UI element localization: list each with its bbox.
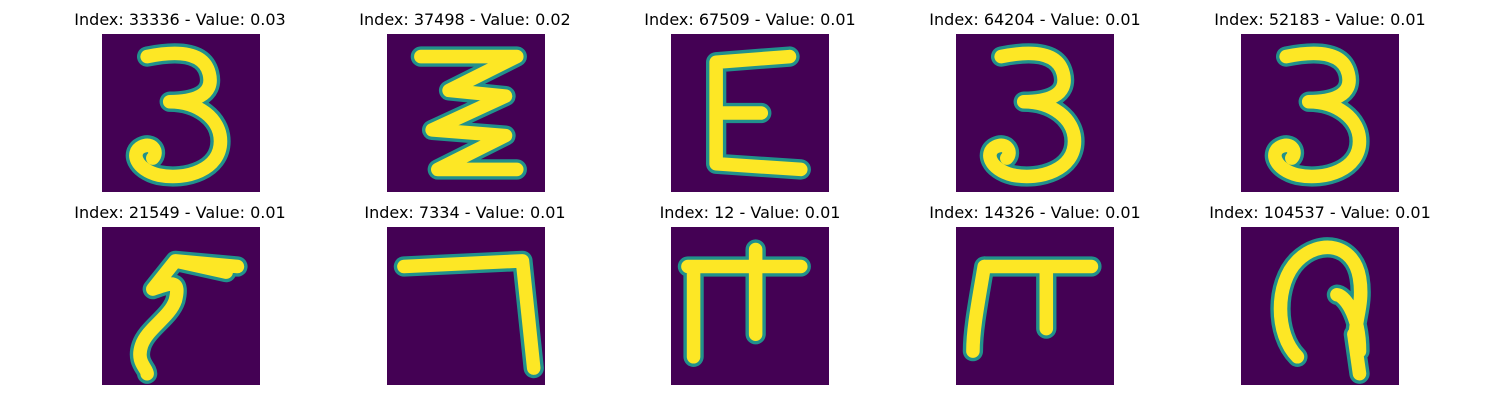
handwritten-glyph — [1264, 43, 1370, 187]
sample-image — [671, 227, 829, 385]
glyph-stroke-inner — [129, 46, 228, 184]
glyph-stroke-inner — [397, 254, 541, 375]
sample-image — [387, 227, 545, 385]
panel-title: Index: 14326 - Value: 0.01 — [929, 203, 1141, 222]
glyph-stroke-inner — [966, 259, 1099, 358]
sample-image — [671, 34, 829, 192]
panel-title: Index: 12 - Value: 0.01 — [659, 203, 841, 222]
sample-image — [956, 227, 1114, 385]
sample-image — [102, 34, 260, 192]
handwritten-glyph — [677, 239, 811, 367]
panel-title: Index: 67509 - Value: 0.01 — [644, 10, 856, 29]
handwritten-glyph — [393, 250, 544, 379]
glyph-stroke-inner — [414, 49, 524, 177]
panel-title: Index: 7334 - Value: 0.01 — [364, 203, 566, 222]
glyph-stroke-inner — [983, 46, 1082, 184]
sample-panel-1: Index: 33336 - Value: 0.03 — [30, 0, 330, 192]
handwritten-glyph — [962, 256, 1102, 362]
sample-panel-3: Index: 67509 - Value: 0.01 — [600, 0, 900, 192]
sample-image — [1241, 34, 1399, 192]
glyph-stroke-outer — [393, 250, 544, 379]
handwritten-glyph — [125, 43, 231, 187]
glyph-stroke-inner — [681, 242, 808, 364]
sample-image — [956, 34, 1114, 192]
glyph-stroke-inner — [709, 49, 808, 177]
panel-title: Index: 21549 - Value: 0.01 — [74, 203, 286, 222]
handwritten-glyph — [129, 250, 248, 384]
panel-title: Index: 52183 - Value: 0.01 — [1214, 10, 1426, 29]
sample-panel-7: Index: 7334 - Value: 0.01 — [315, 193, 615, 385]
glyph-stroke-outer — [962, 256, 1102, 362]
handwritten-glyph — [705, 46, 811, 180]
glyph-stroke-inner — [133, 254, 245, 381]
sample-panel-6: Index: 21549 - Value: 0.01 — [30, 193, 330, 385]
handwritten-glyph — [979, 43, 1085, 187]
handwritten-glyph — [1270, 237, 1371, 384]
panel-title: Index: 64204 - Value: 0.01 — [929, 10, 1141, 29]
panel-title: Index: 37498 - Value: 0.02 — [359, 10, 571, 29]
glyph-stroke-inner — [1273, 240, 1368, 381]
panel-title: Index: 104537 - Value: 0.01 — [1209, 203, 1431, 222]
sample-panel-4: Index: 64204 - Value: 0.01 — [885, 0, 1185, 192]
sample-panel-5: Index: 52183 - Value: 0.01 — [1170, 0, 1470, 192]
sample-image — [387, 34, 545, 192]
sample-panel-9: Index: 14326 - Value: 0.01 — [885, 193, 1185, 385]
sample-image — [102, 227, 260, 385]
panel-title: Index: 33336 - Value: 0.03 — [74, 10, 286, 29]
glyph-stroke-inner — [1268, 46, 1367, 184]
sample-panel-8: Index: 12 - Value: 0.01 — [600, 193, 900, 385]
sample-panel-10: Index: 104537 - Value: 0.01 — [1170, 193, 1470, 385]
sample-image — [1241, 227, 1399, 385]
sample-panel-2: Index: 37498 - Value: 0.02 — [315, 0, 615, 192]
handwritten-glyph — [410, 46, 527, 180]
